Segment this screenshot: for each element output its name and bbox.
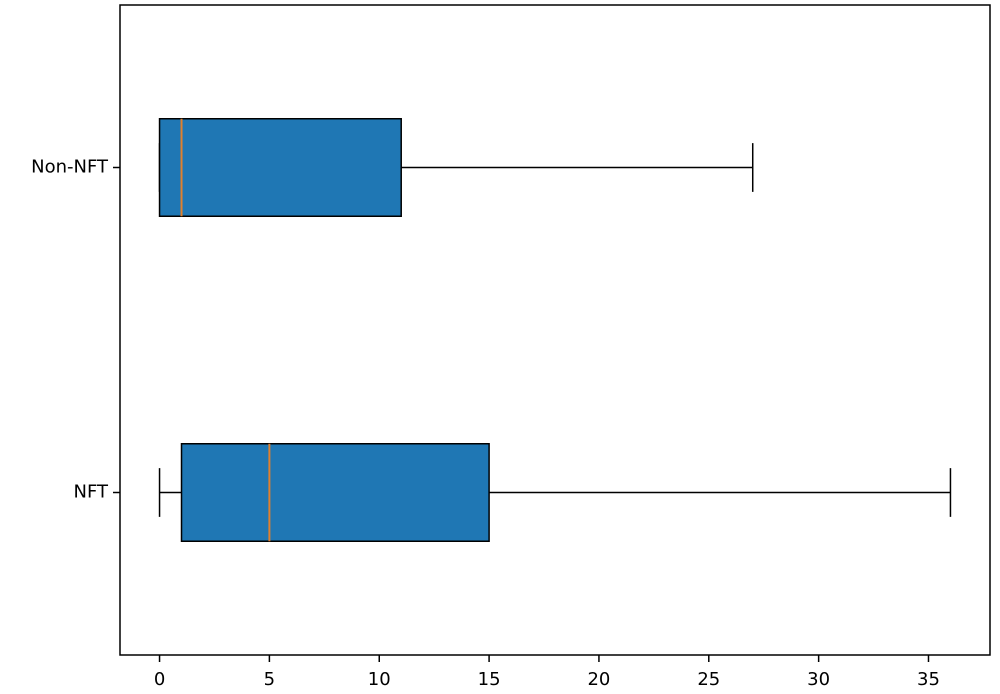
y-tick-label: NFT xyxy=(74,482,110,503)
box xyxy=(180,443,490,542)
x-tick-label: 10 xyxy=(368,669,391,690)
box xyxy=(158,118,402,217)
x-tick-label: 0 xyxy=(154,669,165,690)
plot-frame xyxy=(119,4,991,656)
x-tick-label: 15 xyxy=(478,669,501,690)
x-tick-label: 30 xyxy=(807,669,830,690)
x-tick-label: 5 xyxy=(264,669,275,690)
x-tick-label: 20 xyxy=(587,669,610,690)
x-tick-label: 25 xyxy=(697,669,720,690)
y-tick-label: Non-NFT xyxy=(31,157,109,178)
x-tick-label: 35 xyxy=(917,669,940,690)
